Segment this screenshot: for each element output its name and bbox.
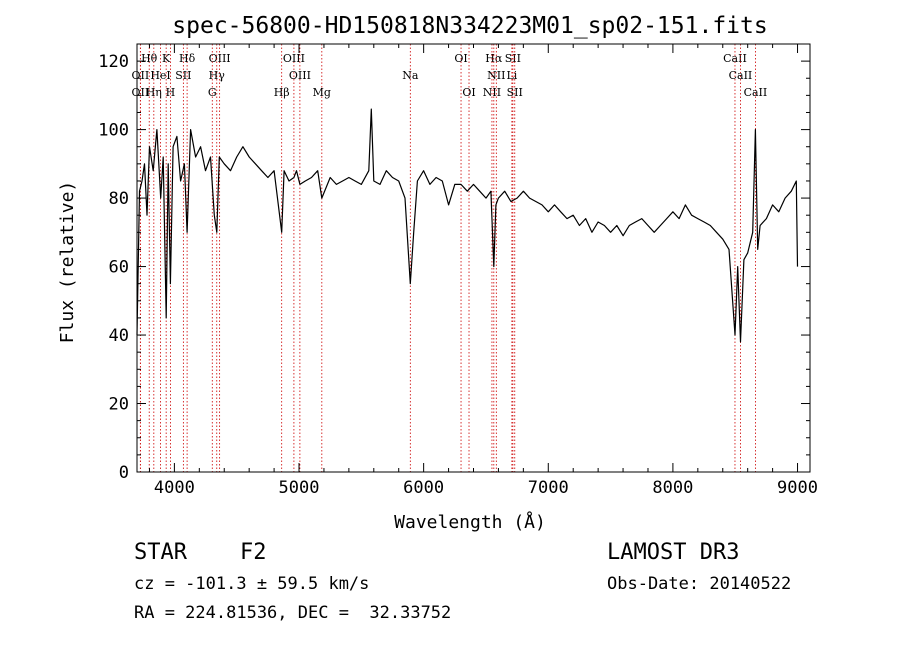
y-axis-label: Flux (relative) (57, 181, 78, 344)
marker-label: NII (487, 69, 505, 82)
marker-label: H (166, 86, 176, 99)
y-tick-label: 120 (98, 52, 129, 72)
marker-label: OIII (283, 52, 305, 65)
marker-label: CaII (744, 86, 768, 99)
marker-label: NII (483, 86, 501, 99)
marker-label: HeI (150, 69, 170, 82)
marker-label: Mg (313, 86, 331, 99)
x-axis: 4000 5000 6000 7000 8000 9000 (148, 44, 818, 498)
x-tick-label: 6000 (403, 478, 444, 498)
y-tick-label: 100 (98, 121, 129, 141)
marker-label: CaII (723, 52, 747, 65)
marker-label: Hδ (179, 52, 196, 65)
y-axis: 0 20 40 60 80 100 120 (98, 52, 810, 483)
marker-label: SII (507, 86, 523, 99)
marker-label: OIII (209, 52, 231, 65)
x-tick-label: 9000 (777, 478, 818, 498)
x-axis-label: Wavelength (Å) (394, 511, 546, 533)
x-tick-label: 4000 (154, 478, 195, 498)
marker-label: Na (402, 69, 419, 82)
marker-label: Hγ (209, 69, 226, 82)
marker-label: OII (132, 86, 150, 99)
marker-label: Li (506, 69, 517, 82)
marker-label: SII (505, 52, 521, 65)
y-tick-label: 0 (119, 463, 129, 483)
x-tick-label: 7000 (528, 478, 569, 498)
x-tick-label: 5000 (279, 478, 320, 498)
chart-title: spec-56800-HD150818N334223M01_sp02-151.f… (172, 13, 767, 39)
survey-name: LAMOST DR3 (607, 540, 740, 565)
plot-frame (136, 43, 811, 473)
marker-label: OI (462, 86, 475, 99)
marker-label: Hα (485, 52, 503, 65)
marker-label: SII (175, 69, 191, 82)
y-tick-label: 60 (109, 258, 129, 278)
marker-label: G (208, 86, 217, 99)
object-subclass: F2 (240, 540, 267, 565)
redshift-text: cz = -101.3 ± 59.5 km/s (134, 574, 370, 594)
obs-date-text: Obs-Date: 20140522 (607, 574, 792, 594)
object-type: STAR (134, 540, 187, 565)
marker-label: Hβ (274, 86, 290, 99)
x-tick-label: 8000 (652, 478, 693, 498)
y-tick-label: 40 (109, 326, 129, 346)
y-tick-label: 20 (109, 395, 129, 415)
marker-label: Hθ (141, 52, 158, 65)
marker-label: OIII (289, 69, 311, 82)
marker-label: K (162, 52, 171, 65)
spectrum-line (136, 108, 799, 343)
coordinates-text: RA = 224.81536, DEC = 32.33752 (134, 603, 452, 623)
marker-label: CaII (729, 69, 753, 82)
marker-label: Hη (146, 86, 162, 99)
marker-label: OI (454, 52, 467, 65)
y-tick-label: 80 (109, 189, 129, 209)
